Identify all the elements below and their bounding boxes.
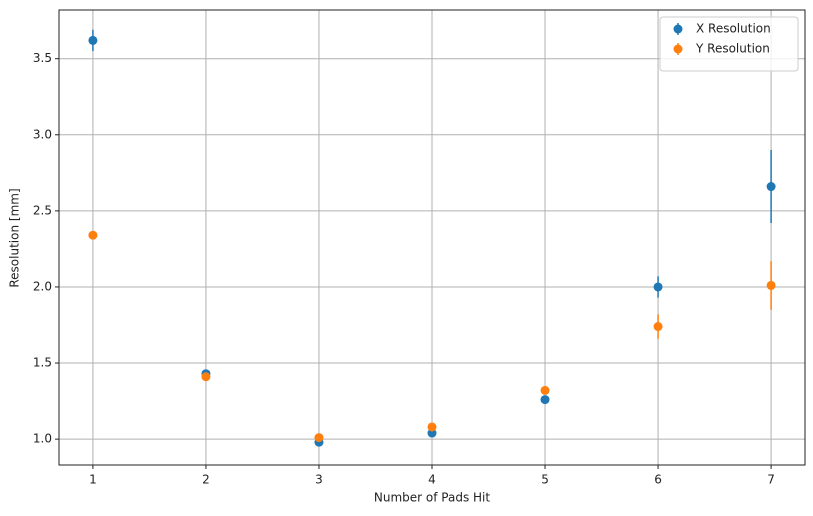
plot-frame <box>58 9 806 466</box>
data-point <box>540 385 550 395</box>
legend: X Resolution Y Resolution <box>659 16 799 72</box>
y-tick-label: 2.5 <box>33 203 52 217</box>
data-point <box>88 230 98 240</box>
data-point <box>427 422 437 432</box>
legend-label: Y Resolution <box>695 42 770 56</box>
x-tick-label: 1 <box>89 473 97 487</box>
y-axis-label: Resolution [mm] <box>8 188 22 287</box>
y-tick-label: 1.0 <box>33 432 52 446</box>
x-tick-label: 6 <box>654 473 662 487</box>
y-tick-label: 3.0 <box>33 127 52 141</box>
x-tick-label: 3 <box>315 473 323 487</box>
data-point <box>653 282 663 292</box>
x-tick-label: 4 <box>428 473 436 487</box>
x-tick-label: 7 <box>767 473 775 487</box>
legend-frame <box>659 16 799 72</box>
legend-marker <box>673 24 683 34</box>
y-tick-label: 2.0 <box>33 279 52 293</box>
data-point <box>766 182 776 192</box>
data-point <box>766 280 776 290</box>
legend-label: X Resolution <box>696 22 771 36</box>
data-point <box>88 35 98 45</box>
y-tick-label: 1.5 <box>33 356 52 370</box>
data-point <box>314 433 324 443</box>
x-axis-label: Number of Pads Hit <box>374 491 490 505</box>
data-point <box>201 372 211 382</box>
y-tick-label: 3.5 <box>33 51 52 65</box>
legend-marker <box>673 44 683 54</box>
x-tick-label: 2 <box>202 473 210 487</box>
x-tick-label: 5 <box>541 473 549 487</box>
data-point <box>540 395 550 405</box>
data-point <box>653 322 663 332</box>
